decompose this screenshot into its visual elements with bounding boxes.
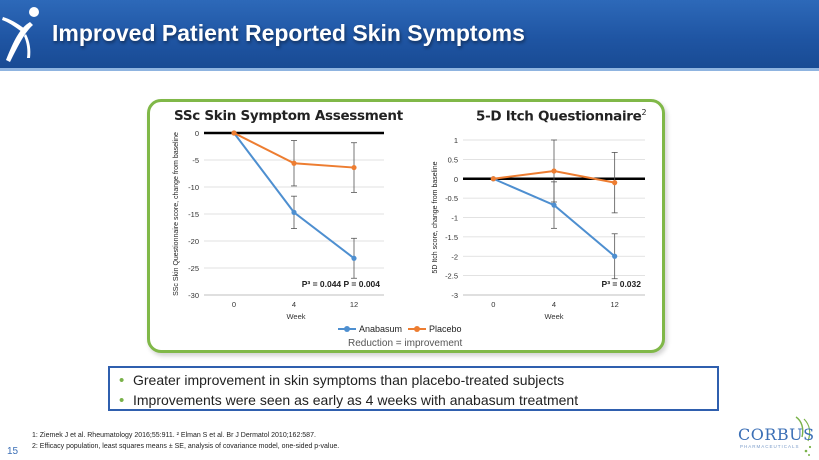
bullet-item: • Improvements were seen as early as 4 w…	[119, 390, 717, 410]
legend-item-placebo: Placebo	[408, 324, 462, 334]
itch-y-tick-label: -1.5	[445, 233, 458, 242]
ssc-y-tick-label: 0	[195, 129, 199, 138]
itch-x-tick-label: 4	[552, 300, 556, 309]
key-findings-box: • Greater improvement in skin symptoms t…	[108, 366, 719, 411]
chart-legend: Anabasum Placebo	[338, 323, 462, 335]
itch-y-tick-label: 0	[454, 175, 458, 184]
ssc-y-tick-label: -20	[188, 237, 199, 246]
ssc-data-point-placebo	[291, 160, 297, 166]
ssc-y-tick-label: -25	[188, 264, 199, 273]
chart-title-ssc: SSc Skin Symptom Assessment	[174, 108, 403, 124]
bullet-item: • Greater improvement in skin symptoms t…	[119, 370, 717, 390]
corbus-logo: CORBUS PHARMACEUTICALS	[724, 415, 814, 460]
ssc-p-value-annotation: P³ = 0.044 P = 0.004	[302, 279, 381, 289]
corbus-figure-logo	[2, 7, 39, 62]
itch-x-tick-label: 0	[491, 300, 495, 309]
corbus-logo-name: CORBUS	[738, 425, 815, 444]
footnote-references: 1: Ziemek J et al. Rheumatology 2016;55:…	[32, 432, 316, 439]
ssc-x-tick-label: 4	[292, 300, 296, 309]
chart-title-itch-sup: 2	[641, 108, 647, 117]
itch-p-value-annotation: P³ = 0.032	[602, 279, 642, 289]
ssc-data-point-placebo	[231, 130, 237, 136]
ssc-y-tick-label: -30	[188, 291, 199, 300]
ssc-y-tick-label: -15	[188, 210, 199, 219]
ssc-y-tick-label: -10	[188, 183, 199, 192]
legend-anabasum-label: Anabasum	[359, 324, 403, 334]
banner-stripe	[0, 68, 819, 71]
corbus-logo-mark-icon	[795, 416, 812, 456]
ssc-y-axis-title: SSc Skin Questionnaire score, change fro…	[173, 132, 180, 296]
legend-item-anabasum: Anabasum	[338, 324, 402, 334]
ssc-data-point-anabasum	[351, 255, 357, 261]
legend-placebo-label: Placebo	[429, 324, 462, 334]
legend-placebo-marker	[408, 326, 427, 332]
itch-y-axis-title: 5D Itch score, change from baseline	[432, 161, 439, 273]
bullet-dot-icon: •	[119, 391, 125, 409]
chart-title-itch: 5-D Itch Questionnaire2	[476, 108, 647, 125]
bullet-text: Greater improvement in skin symptoms tha…	[133, 372, 565, 388]
ssc-x-tick-label: 0	[232, 300, 236, 309]
itch-data-point-anabasum	[551, 202, 557, 208]
ssc-data-point-placebo	[351, 164, 357, 171]
ssc-x-axis-title: Week	[286, 312, 305, 321]
footnote-methods: 2: Efficacy population, least squares me…	[32, 443, 340, 450]
title-banner: Improved Patient Reported Skin Symptoms	[0, 0, 819, 70]
itch-data-point-placebo	[490, 176, 496, 182]
itch-data-point-anabasum	[612, 253, 618, 259]
itch-y-tick-label: -1	[451, 214, 458, 223]
itch-y-tick-label: -2.5	[445, 272, 458, 281]
legend-anabasum-marker	[338, 326, 356, 332]
itch-x-axis-title: Week	[544, 312, 563, 321]
bullet-text: Improvements were seen as early as 4 wee…	[133, 392, 579, 408]
itch-x-tick-label: 12	[610, 300, 618, 309]
page-title: Improved Patient Reported Skin Symptoms	[52, 20, 525, 46]
ssc-x-tick-label: 12	[350, 300, 358, 309]
itch-y-tick-label: 0.5	[448, 155, 458, 164]
itch-y-tick-label: -2	[451, 252, 458, 261]
itch-y-tick-label: -3	[451, 291, 458, 300]
itch-data-point-placebo	[612, 180, 618, 186]
itch-data-point-placebo	[551, 168, 557, 174]
bullet-dot-icon: •	[119, 371, 125, 389]
ssc-data-point-anabasum	[291, 209, 297, 215]
ssc-y-tick-label: -5	[192, 156, 199, 165]
itch-y-tick-label: -0.5	[445, 194, 458, 203]
itch-y-tick-label: 1	[454, 136, 458, 145]
slide-number: 15	[7, 446, 19, 457]
chart-caption: Reduction = improvement	[348, 338, 463, 349]
corbus-logo-subtitle: PHARMACEUTICALS	[740, 444, 800, 449]
